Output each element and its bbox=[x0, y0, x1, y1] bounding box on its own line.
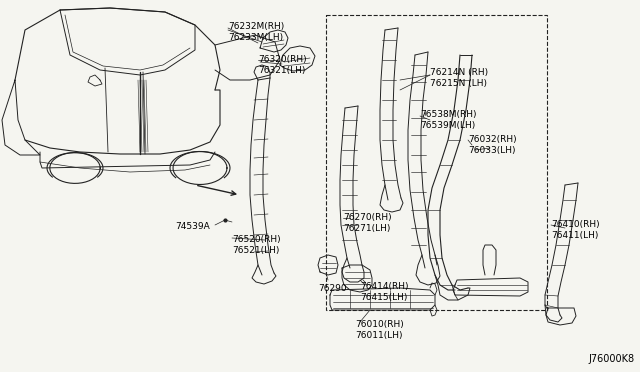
Text: 76290: 76290 bbox=[318, 284, 347, 293]
Text: 76032(RH)
76033(LH): 76032(RH) 76033(LH) bbox=[468, 135, 516, 155]
Text: 76270(RH)
76271(LH): 76270(RH) 76271(LH) bbox=[343, 213, 392, 233]
Text: 76414(RH)
76415(LH): 76414(RH) 76415(LH) bbox=[360, 282, 408, 302]
Text: 74539A: 74539A bbox=[175, 222, 210, 231]
Text: 76010(RH)
76011(LH): 76010(RH) 76011(LH) bbox=[355, 320, 404, 340]
Text: 76538M(RH)
76539M(LH): 76538M(RH) 76539M(LH) bbox=[420, 110, 477, 130]
Text: 76320(RH)
76321(LH): 76320(RH) 76321(LH) bbox=[258, 55, 307, 75]
Text: J76000K8: J76000K8 bbox=[589, 354, 635, 364]
Bar bbox=[326, 15, 547, 310]
Text: 76214N (RH)
76215N (LH): 76214N (RH) 76215N (LH) bbox=[430, 68, 488, 88]
Text: 76410(RH)
76411(LH): 76410(RH) 76411(LH) bbox=[551, 220, 600, 240]
Text: 76520(RH)
76521(LH): 76520(RH) 76521(LH) bbox=[232, 235, 280, 255]
Text: 76232M(RH)
76233M(LH): 76232M(RH) 76233M(LH) bbox=[228, 22, 284, 42]
